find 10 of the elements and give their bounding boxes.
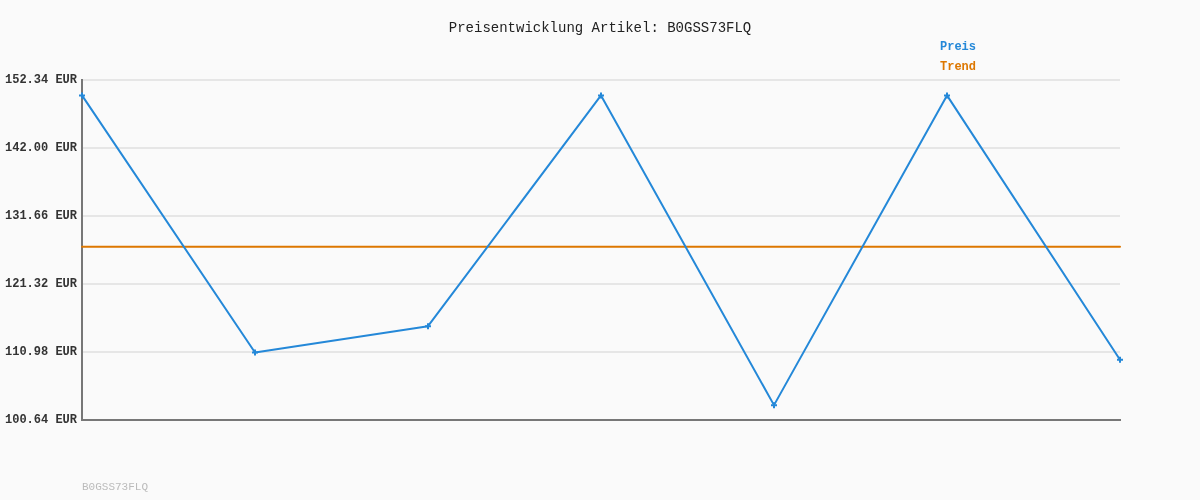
- text: Trend: [940, 60, 977, 75]
- y-tick-label: 152.34 EUR: [4, 73, 78, 88]
- y-tick-label: 142.00 EUR: [4, 141, 78, 156]
- y-tick-label: 131.66 EUR: [4, 209, 78, 224]
- y-tick-label: 100.64 EUR: [4, 413, 78, 428]
- y-tick-label: 110.98 EUR: [4, 345, 78, 360]
- y-tick-label: 121.32 EUR: [4, 277, 78, 292]
- chart-title: Preisentwicklung Artikel: B0GSS73FLQ: [448, 19, 752, 36]
- text: Preis: [940, 40, 977, 55]
- text: B0GSS73FLQ: [82, 480, 149, 493]
